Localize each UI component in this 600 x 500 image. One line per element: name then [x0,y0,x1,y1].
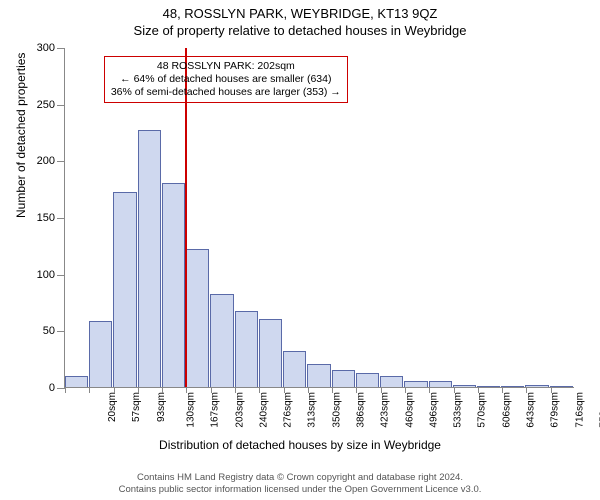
y-tick [57,275,65,276]
y-tick [57,161,65,162]
annotation-box: 48 ROSSLYN PARK: 202sqm← 64% of detached… [104,56,348,103]
x-tick-label: 716sqm [574,392,585,428]
annotation-line: 36% of semi-detached houses are larger (… [111,86,341,99]
x-tick-label: 20sqm [107,392,118,422]
histogram-bar [380,376,403,387]
x-tick [138,387,139,393]
histogram-bar [453,385,476,387]
x-tick [114,387,115,393]
page-address: 48, ROSSLYN PARK, WEYBRIDGE, KT13 9QZ [0,6,600,21]
histogram-bar [356,373,379,387]
histogram-bar [501,386,524,387]
x-tick-label: 313sqm [307,392,318,428]
histogram-bar [429,381,452,387]
x-tick-label: 240sqm [258,392,269,428]
histogram-bar [307,364,330,387]
x-tick-label: 203sqm [234,392,245,428]
footer-line-2: Contains public sector information licen… [0,484,600,496]
x-tick [405,387,406,393]
x-tick [89,387,90,393]
histogram-bar [65,376,88,387]
x-tick [332,387,333,393]
x-tick-label: 167sqm [210,392,221,428]
y-tick-label: 50 [43,325,55,337]
annotation-line: ← 64% of detached houses are smaller (63… [111,73,341,86]
y-tick [57,388,65,389]
x-tick [502,387,503,393]
y-tick [57,48,65,49]
x-tick [381,387,382,393]
histogram-bar [235,311,258,387]
x-tick [526,387,527,393]
histogram-bar [210,294,233,387]
annotation-line: 48 ROSSLYN PARK: 202sqm [111,60,341,73]
x-tick-label: 460sqm [404,392,415,428]
x-tick [478,387,479,393]
histogram-bar [477,386,500,387]
x-tick [65,387,66,393]
x-tick [211,387,212,393]
x-tick-label: 386sqm [356,392,367,428]
x-tick-label: 496sqm [428,392,439,428]
histogram-bar [162,183,185,387]
x-tick-label: 533sqm [453,392,464,428]
footer-line-1: Contains HM Land Registry data © Crown c… [0,472,600,484]
x-tick-label: 350sqm [331,392,342,428]
y-tick [57,218,65,219]
histogram-bar [186,249,209,387]
x-tick [259,387,260,393]
x-tick-label: 93sqm [156,392,167,422]
x-tick-label: 643sqm [526,392,537,428]
histogram-bar [332,370,355,387]
x-tick [429,387,430,393]
x-tick-label: 679sqm [550,392,561,428]
y-tick-label: 100 [37,269,55,281]
histogram-bar [89,321,112,387]
y-tick-label: 150 [37,212,55,224]
x-axis-label: Distribution of detached houses by size … [0,438,600,452]
page-subtitle: Size of property relative to detached ho… [0,23,600,38]
x-tick-label: 276sqm [283,392,294,428]
x-tick-label: 606sqm [501,392,512,428]
y-tick [57,105,65,106]
x-tick [308,387,309,393]
histogram-bar [404,381,427,387]
y-tick [57,331,65,332]
x-tick [186,387,187,393]
x-tick [454,387,455,393]
x-tick-label: 423sqm [380,392,391,428]
x-tick-label: 570sqm [477,392,488,428]
histogram-bar [525,385,548,387]
histogram-bar [259,319,282,387]
attribution-footer: Contains HM Land Registry data © Crown c… [0,472,600,496]
histogram-bar [550,386,573,387]
histogram-bar [138,130,161,387]
histogram-bar [283,351,306,387]
histogram-chart: 05010015020025030020sqm57sqm93sqm130sqm1… [64,48,574,388]
x-tick [284,387,285,393]
y-tick-label: 250 [37,99,55,111]
x-tick [162,387,163,393]
y-tick-label: 300 [37,42,55,54]
x-tick-label: 130sqm [186,392,197,428]
x-tick [356,387,357,393]
y-tick-label: 200 [37,155,55,167]
x-tick-label: 57sqm [131,392,142,422]
y-axis-label: Number of detached properties [14,53,28,218]
x-tick [551,387,552,393]
y-tick-label: 0 [49,382,55,394]
x-tick [235,387,236,393]
histogram-bar [113,192,136,387]
